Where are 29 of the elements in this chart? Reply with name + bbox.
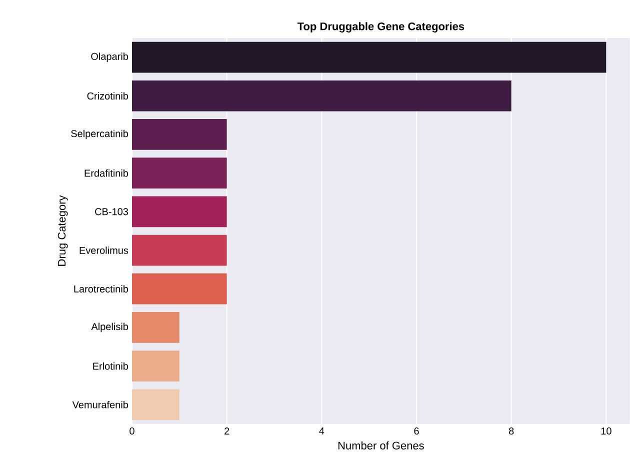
y-tick-label: Alpelisib <box>91 322 128 332</box>
x-tick-label: 0 <box>130 428 134 435</box>
x-tick-label: 2 <box>224 428 230 434</box>
bar <box>132 119 227 150</box>
y-tick-label: Erlotinib <box>93 362 128 370</box>
y-tick-label: Crizotinib <box>87 92 128 100</box>
bar <box>132 234 227 266</box>
bar <box>132 80 512 112</box>
bar <box>132 158 227 189</box>
y-tick-label: Vemurafenib <box>72 400 128 408</box>
y-tick-label: Larotrectinib <box>74 285 128 293</box>
bar <box>132 312 180 343</box>
y-axis-title: Drug Category <box>58 195 68 266</box>
y-tick-label: Olaparib <box>91 52 128 62</box>
bar <box>132 42 606 73</box>
y-tick-label: Selpercatinib <box>71 130 128 140</box>
y-tick-label: Erdafitinib <box>84 169 128 177</box>
y-tick-label: Everolimus <box>80 246 128 254</box>
bar <box>132 350 180 382</box>
y-tick-label: CB-103 <box>95 208 128 216</box>
x-tick-label: 8 <box>509 428 514 435</box>
x-tick-label: 10 <box>601 428 612 435</box>
x-tick-label: 6 <box>414 428 419 435</box>
chart-title: Top Druggable Gene Categories <box>297 22 464 32</box>
x-tick-label: 4 <box>319 427 324 434</box>
x-axis-title: Number of Genes <box>338 441 424 450</box>
bar <box>132 273 227 304</box>
bar <box>132 196 227 228</box>
bar <box>132 389 180 420</box>
